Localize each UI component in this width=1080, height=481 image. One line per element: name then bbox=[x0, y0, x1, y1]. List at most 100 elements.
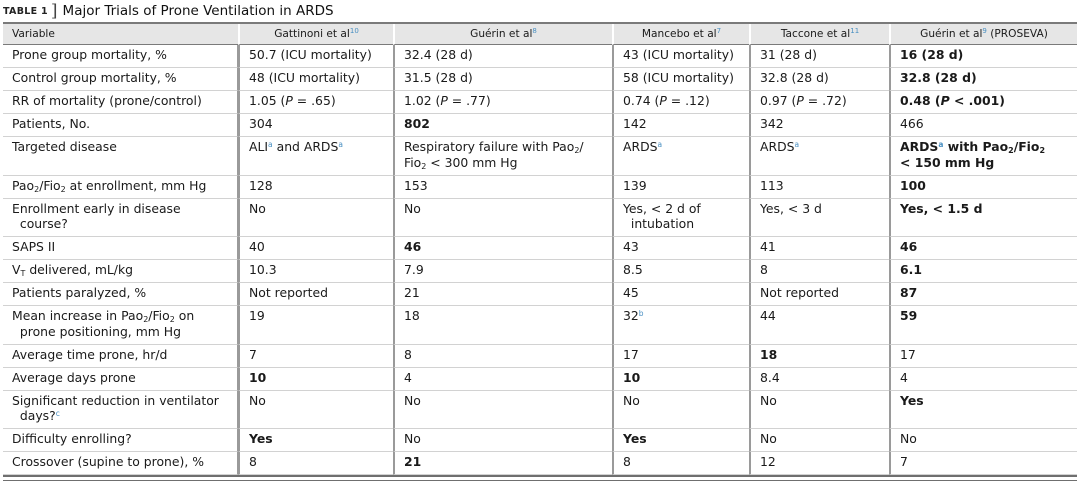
row-label: Significant reduction in ventilator days… bbox=[3, 390, 238, 429]
table-row: Difficulty enrolling? Yes No Yes No No bbox=[3, 429, 1077, 452]
ref-sup: 11 bbox=[850, 27, 860, 35]
ref-sup: 10 bbox=[349, 27, 359, 35]
cell: ARDSa bbox=[749, 137, 889, 176]
cell: 46 bbox=[889, 237, 1077, 260]
row-label: SAPS II bbox=[3, 237, 238, 260]
cell: 0.48 (P < .001) bbox=[889, 91, 1077, 114]
table-caption: TABLE 1 ] Major Trials of Prone Ventilat… bbox=[3, 0, 1077, 22]
row-label: Targeted disease bbox=[3, 137, 238, 176]
table-row: Pao2/Fio2 at enrollment, mm Hg 128 153 1… bbox=[3, 175, 1077, 199]
table-row: VT delivered, mL/kg 10.3 7.9 8.5 8 6.1 bbox=[3, 260, 1077, 283]
cell: 113 bbox=[749, 175, 889, 199]
row-label: Mean increase in Pao2/Fio2 on prone posi… bbox=[3, 306, 238, 345]
cell: 32.8 (28 d) bbox=[749, 68, 889, 91]
cell: 153 bbox=[393, 175, 612, 199]
cell: 50.7 (ICU mortality) bbox=[238, 45, 393, 68]
cell: 10 bbox=[238, 367, 393, 391]
cell: 17 bbox=[612, 344, 749, 368]
table-row: Enrollment early in disease course? No N… bbox=[3, 198, 1077, 237]
cell: 17 bbox=[889, 344, 1077, 368]
cell: 8 bbox=[238, 452, 393, 475]
row-label: Enrollment early in disease course? bbox=[3, 198, 238, 237]
cell: No bbox=[749, 390, 889, 429]
cell: 43 bbox=[612, 237, 749, 260]
ref-sup: 9 bbox=[982, 27, 987, 35]
table-row: Prone group mortality, % 50.7 (ICU morta… bbox=[3, 45, 1077, 68]
table-row: Targeted disease ALIa and ARDSa Respirat… bbox=[3, 137, 1077, 176]
row-label: Control group mortality, % bbox=[3, 68, 238, 91]
table-title: Major Trials of Prone Ventilation in ARD… bbox=[62, 3, 334, 19]
cell: 7.9 bbox=[393, 260, 612, 283]
row-label: Average time prone, hr/d bbox=[3, 344, 238, 368]
cell: No bbox=[749, 429, 889, 452]
cell: 10 bbox=[612, 367, 749, 391]
cell: 7 bbox=[889, 452, 1077, 475]
table-bottom-rule bbox=[3, 475, 1077, 481]
cell: 31 (28 d) bbox=[749, 45, 889, 68]
table-row: Patients, No. 304 802 142 342 466 bbox=[3, 114, 1077, 137]
cell: 87 bbox=[889, 283, 1077, 306]
cell: Yes bbox=[612, 429, 749, 452]
header-variable: Variable bbox=[3, 24, 238, 45]
cell: 142 bbox=[612, 114, 749, 137]
cell: 6.1 bbox=[889, 260, 1077, 283]
cell: No bbox=[393, 198, 612, 237]
cell: 21 bbox=[393, 283, 612, 306]
cell: Yes bbox=[238, 429, 393, 452]
cell: 18 bbox=[749, 344, 889, 368]
cell: No bbox=[889, 429, 1077, 452]
cell: 46 bbox=[393, 237, 612, 260]
ref-sup: 8 bbox=[532, 27, 537, 35]
cell: Respiratory failure with Pao2/Fio2 < 300… bbox=[393, 137, 612, 176]
row-label: Patients paralyzed, % bbox=[3, 283, 238, 306]
trials-table: Variable Gattinoni et al10 Guérin et al8… bbox=[3, 22, 1077, 475]
cell: 1.05 (P = .65) bbox=[238, 91, 393, 114]
cell: Not reported bbox=[238, 283, 393, 306]
header-row: Variable Gattinoni et al10 Guérin et al8… bbox=[3, 24, 1077, 45]
row-label: Crossover (supine to prone), % bbox=[3, 452, 238, 475]
cell: 342 bbox=[749, 114, 889, 137]
table-row: Average days prone 10 4 10 8.4 4 bbox=[3, 367, 1077, 391]
ref-sup: 7 bbox=[716, 27, 722, 35]
cell: 41 bbox=[749, 237, 889, 260]
cell: 8 bbox=[749, 260, 889, 283]
cell: Yes bbox=[889, 390, 1077, 429]
row-label: Pao2/Fio2 at enrollment, mm Hg bbox=[3, 175, 238, 199]
row-label: Prone group mortality, % bbox=[3, 45, 238, 68]
table-figure: TABLE 1 ] Major Trials of Prone Ventilat… bbox=[3, 0, 1077, 481]
row-label: Patients, No. bbox=[3, 114, 238, 137]
cell: Yes, < 1.5 d bbox=[889, 198, 1077, 237]
cell: 8 bbox=[393, 344, 612, 368]
header-guerin-proseva: Guérin et al9 (PROSEVA) bbox=[889, 24, 1077, 45]
header-mancebo: Mancebo et al7 bbox=[612, 24, 749, 45]
cell: No bbox=[393, 390, 612, 429]
cell: 45 bbox=[612, 283, 749, 306]
cell: 0.97 (P = .72) bbox=[749, 91, 889, 114]
cell: 128 bbox=[238, 175, 393, 199]
cell: 802 bbox=[393, 114, 612, 137]
cell: 10.3 bbox=[238, 260, 393, 283]
cell: 32.8 (28 d) bbox=[889, 68, 1077, 91]
cell: 4 bbox=[889, 367, 1077, 391]
cell: 0.74 (P = .12) bbox=[612, 91, 749, 114]
cell: 4 bbox=[393, 367, 612, 391]
row-label: RR of mortality (prone/control) bbox=[3, 91, 238, 114]
table-row: SAPS II 40 46 43 41 46 bbox=[3, 237, 1077, 260]
table-row: Average time prone, hr/d 7 8 17 18 17 bbox=[3, 344, 1077, 368]
cell: 100 bbox=[889, 175, 1077, 199]
row-label: Difficulty enrolling? bbox=[3, 429, 238, 452]
cell: No bbox=[612, 390, 749, 429]
cell: 32.4 (28 d) bbox=[393, 45, 612, 68]
row-label: Average days prone bbox=[3, 367, 238, 391]
cell: No bbox=[393, 429, 612, 452]
cell: 31.5 (28 d) bbox=[393, 68, 612, 91]
cell: 40 bbox=[238, 237, 393, 260]
cell: 12 bbox=[749, 452, 889, 475]
cell: 21 bbox=[393, 452, 612, 475]
table-row: Control group mortality, % 48 (ICU morta… bbox=[3, 68, 1077, 91]
cell: ALIa and ARDSa bbox=[238, 137, 393, 176]
caption-bracket: ] bbox=[50, 0, 58, 21]
table-row: Patients paralyzed, % Not reported 21 45… bbox=[3, 283, 1077, 306]
cell: 58 (ICU mortality) bbox=[612, 68, 749, 91]
cell: 44 bbox=[749, 306, 889, 345]
